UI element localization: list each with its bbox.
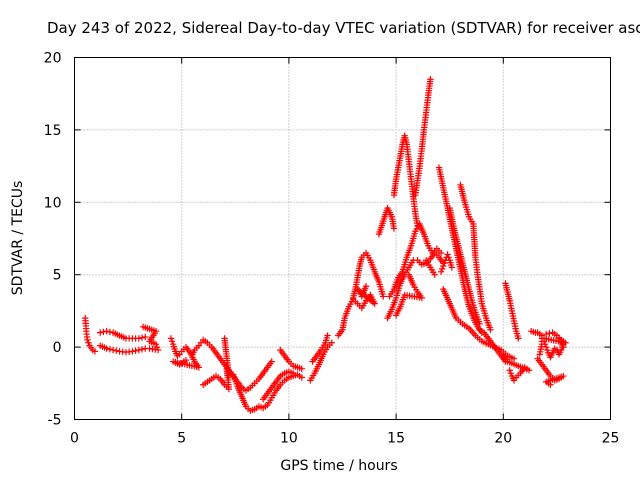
y-axis-label: SDTVAR / TECUs	[10, 181, 26, 296]
data-point-marker	[448, 264, 456, 271]
data-point-marker	[138, 334, 146, 341]
x-axis-label: GPS time / hours	[280, 458, 397, 474]
data-point-marker	[132, 347, 139, 354]
data-point-marker	[221, 335, 228, 342]
data-point-marker	[113, 347, 120, 354]
chart-title: Day 243 of 2022, Sidereal Day-to-day VTE…	[47, 19, 640, 37]
data-point-marker	[84, 336, 91, 344]
x-axis-ticks: 0 5 10 15 20 25	[70, 57, 620, 447]
data-point-marker	[289, 369, 297, 377]
data-point-marker	[129, 348, 136, 355]
data-point-marker	[438, 265, 446, 273]
data-point-marker	[106, 346, 114, 353]
data-point-marker	[547, 381, 554, 388]
data-point-marker	[362, 283, 370, 290]
data-point-marker	[168, 338, 176, 345]
data-point-marker	[476, 320, 483, 328]
data-point-marker	[106, 328, 114, 336]
data-point-marker	[445, 254, 452, 261]
data-point-marker	[440, 262, 447, 270]
data-point-marker	[85, 339, 92, 346]
data-point-marker	[507, 369, 515, 377]
data-point-marker	[103, 327, 110, 335]
x-tick-label: 10	[280, 431, 298, 447]
data-point-marker	[135, 335, 143, 342]
data-point-marker	[427, 76, 434, 83]
data-point-marker	[487, 326, 494, 333]
y-tick-label: 10	[44, 195, 62, 211]
data-point-marker	[506, 367, 513, 374]
y-tick-label: 0	[53, 340, 62, 356]
data-point-marker	[100, 328, 107, 336]
data-point-marker	[97, 329, 104, 336]
data-point-marker	[546, 330, 553, 337]
grid-lines	[74, 57, 611, 420]
data-point-marker	[541, 341, 549, 348]
x-tick-label: 5	[177, 431, 186, 447]
y-tick-label: -5	[48, 413, 62, 429]
data-point-marker	[431, 271, 438, 278]
data-point-marker	[414, 222, 421, 229]
data-point-marker	[500, 352, 507, 359]
data-point-marker	[142, 333, 149, 341]
x-tick-label: 0	[70, 431, 79, 447]
data-point-marker	[182, 356, 190, 364]
data-point-marker	[510, 355, 518, 362]
y-tick-label: 20	[44, 51, 62, 67]
data-point-marker	[437, 249, 445, 257]
y-axis-ticks: -5 0 5 10 15 20	[44, 51, 611, 429]
data-point-marker	[324, 332, 331, 339]
data-point-marker	[298, 365, 305, 373]
data-point-marker	[103, 345, 110, 352]
data-points	[82, 76, 569, 415]
y-tick-label: 15	[44, 123, 62, 139]
data-point-marker	[392, 312, 400, 319]
x-tick-label: 20	[494, 431, 512, 447]
data-point-marker	[328, 339, 335, 346]
data-point-marker	[540, 335, 548, 342]
data-point-marker	[268, 358, 275, 365]
data-point-marker	[542, 343, 550, 351]
data-point-marker	[544, 346, 551, 354]
data-point-marker	[380, 293, 387, 300]
data-point-marker	[437, 268, 445, 276]
data-point-marker	[515, 335, 522, 342]
data-point-marker	[138, 346, 146, 353]
data-point-marker	[298, 374, 305, 381]
x-tick-label: 25	[602, 431, 620, 447]
plot-frame	[74, 57, 611, 420]
data-point-marker	[167, 335, 175, 342]
data-point-marker	[135, 346, 143, 354]
y-tick-label: 5	[53, 268, 62, 284]
data-point-marker	[91, 348, 99, 355]
data-point-marker	[536, 351, 543, 358]
data-point-marker	[444, 251, 451, 258]
data-point-marker	[390, 225, 398, 232]
data-point-marker	[441, 259, 448, 267]
x-tick-label: 15	[387, 431, 405, 447]
data-point-marker	[109, 346, 117, 354]
data-point-marker	[146, 345, 153, 352]
data-point-marker	[152, 341, 160, 348]
